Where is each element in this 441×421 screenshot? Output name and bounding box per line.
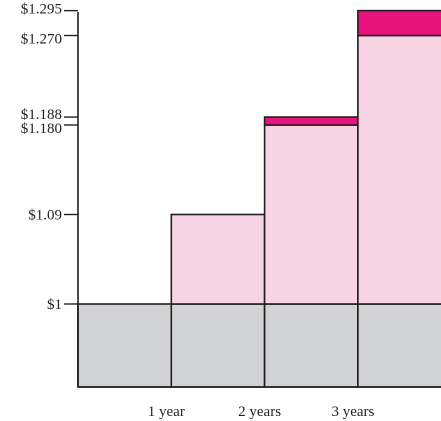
- bar-interest-1: [170, 213, 266, 305]
- bar-base-1: [170, 303, 266, 388]
- x-tick-label-3: 3 years: [331, 404, 374, 420]
- bar-base-0: [77, 303, 173, 388]
- bar-base-3: [357, 303, 441, 388]
- bar-base-2: [263, 303, 359, 388]
- bar-interest-3: [357, 34, 441, 305]
- y-tick-label-2: $1.188: [21, 107, 62, 123]
- y-tick-label-1: $1.270: [21, 32, 62, 48]
- y-ticks: $1.295 $1.270 $1.188$1.180 $1.09 $1: [21, 2, 78, 313]
- bar-interest-on-interest-2: [263, 116, 359, 126]
- y-tick-label-4: $1.09: [28, 208, 62, 224]
- y-tick-label-3: $1.180: [21, 121, 62, 137]
- x-tick-label-2: 2 years: [238, 404, 281, 420]
- bar-interest-on-interest-3: [357, 9, 441, 37]
- y-tick-label-0: $1.295: [21, 2, 62, 18]
- bar-interest-2: [263, 124, 359, 305]
- axes: [77, 12, 441, 388]
- y-tick-label-5: $1: [47, 297, 62, 313]
- bars: [77, 9, 441, 388]
- x-ticks: 1 year 2 years 3 years: [148, 404, 375, 420]
- x-tick-label-1: 1 year: [148, 404, 185, 420]
